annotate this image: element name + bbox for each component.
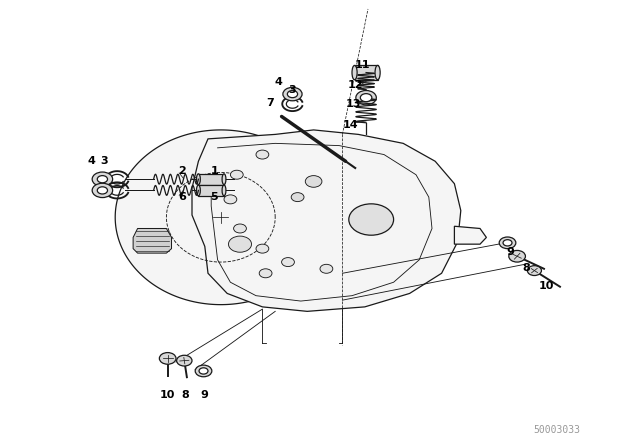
Text: 10: 10 bbox=[538, 281, 554, 291]
Circle shape bbox=[287, 90, 298, 98]
Polygon shape bbox=[115, 130, 326, 305]
Bar bbox=[355, 65, 378, 80]
Polygon shape bbox=[133, 228, 172, 253]
Circle shape bbox=[305, 176, 322, 187]
Circle shape bbox=[283, 87, 302, 101]
Text: 2: 2 bbox=[179, 166, 186, 176]
Circle shape bbox=[230, 170, 243, 179]
Circle shape bbox=[499, 237, 516, 249]
Circle shape bbox=[282, 258, 294, 267]
Text: 13: 13 bbox=[346, 99, 361, 109]
Ellipse shape bbox=[196, 185, 200, 196]
Text: 9: 9 bbox=[201, 390, 209, 400]
Circle shape bbox=[177, 355, 192, 366]
Circle shape bbox=[360, 94, 372, 102]
Text: 4: 4 bbox=[88, 156, 95, 166]
Text: 14: 14 bbox=[343, 120, 358, 129]
Circle shape bbox=[159, 353, 176, 364]
Text: 11: 11 bbox=[355, 60, 370, 70]
Circle shape bbox=[224, 195, 237, 204]
Text: 10: 10 bbox=[160, 390, 175, 400]
Circle shape bbox=[234, 224, 246, 233]
Polygon shape bbox=[192, 130, 461, 311]
Text: 8: 8 bbox=[182, 390, 189, 400]
Ellipse shape bbox=[222, 174, 226, 185]
Circle shape bbox=[291, 193, 304, 202]
Circle shape bbox=[349, 204, 394, 235]
Text: 50003033: 50003033 bbox=[533, 425, 580, 435]
Circle shape bbox=[97, 187, 108, 194]
Ellipse shape bbox=[352, 65, 357, 80]
Polygon shape bbox=[454, 226, 486, 244]
Text: 8: 8 bbox=[522, 263, 530, 273]
Text: 12: 12 bbox=[348, 80, 364, 90]
Circle shape bbox=[97, 176, 108, 183]
Ellipse shape bbox=[196, 174, 200, 185]
Circle shape bbox=[356, 90, 376, 105]
Text: 4: 4 bbox=[275, 77, 282, 86]
Text: 1: 1 bbox=[211, 166, 218, 176]
Circle shape bbox=[503, 240, 512, 246]
Circle shape bbox=[527, 266, 541, 276]
Ellipse shape bbox=[222, 185, 226, 196]
Bar bbox=[198, 185, 224, 196]
Bar bbox=[198, 174, 224, 185]
Text: 3: 3 bbox=[100, 156, 108, 166]
Circle shape bbox=[256, 244, 269, 253]
Circle shape bbox=[92, 172, 113, 186]
Circle shape bbox=[320, 264, 333, 273]
Circle shape bbox=[509, 250, 525, 262]
Text: 9: 9 bbox=[507, 247, 515, 257]
Circle shape bbox=[228, 236, 252, 252]
Circle shape bbox=[259, 269, 272, 278]
Circle shape bbox=[92, 183, 113, 198]
Circle shape bbox=[199, 368, 208, 374]
Text: 6: 6 bbox=[179, 192, 186, 202]
Text: 5: 5 bbox=[211, 192, 218, 202]
Circle shape bbox=[256, 150, 269, 159]
Text: 3: 3 bbox=[288, 85, 296, 95]
Text: 7: 7 bbox=[266, 98, 274, 108]
Ellipse shape bbox=[375, 65, 380, 80]
Circle shape bbox=[195, 365, 212, 377]
